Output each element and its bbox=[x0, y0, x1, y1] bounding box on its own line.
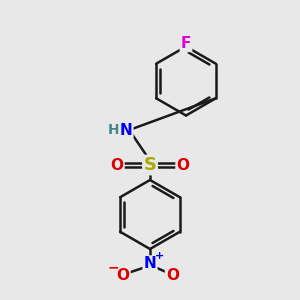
Text: O: O bbox=[110, 158, 124, 172]
Text: H: H bbox=[108, 123, 119, 137]
Text: O: O bbox=[166, 268, 179, 283]
Text: N: N bbox=[120, 123, 132, 138]
Text: O: O bbox=[116, 268, 130, 283]
Text: O: O bbox=[176, 158, 190, 172]
Text: F: F bbox=[181, 36, 191, 51]
Text: −: − bbox=[107, 260, 119, 274]
Text: S: S bbox=[143, 156, 157, 174]
Text: N: N bbox=[144, 256, 156, 272]
Text: +: + bbox=[155, 250, 164, 261]
